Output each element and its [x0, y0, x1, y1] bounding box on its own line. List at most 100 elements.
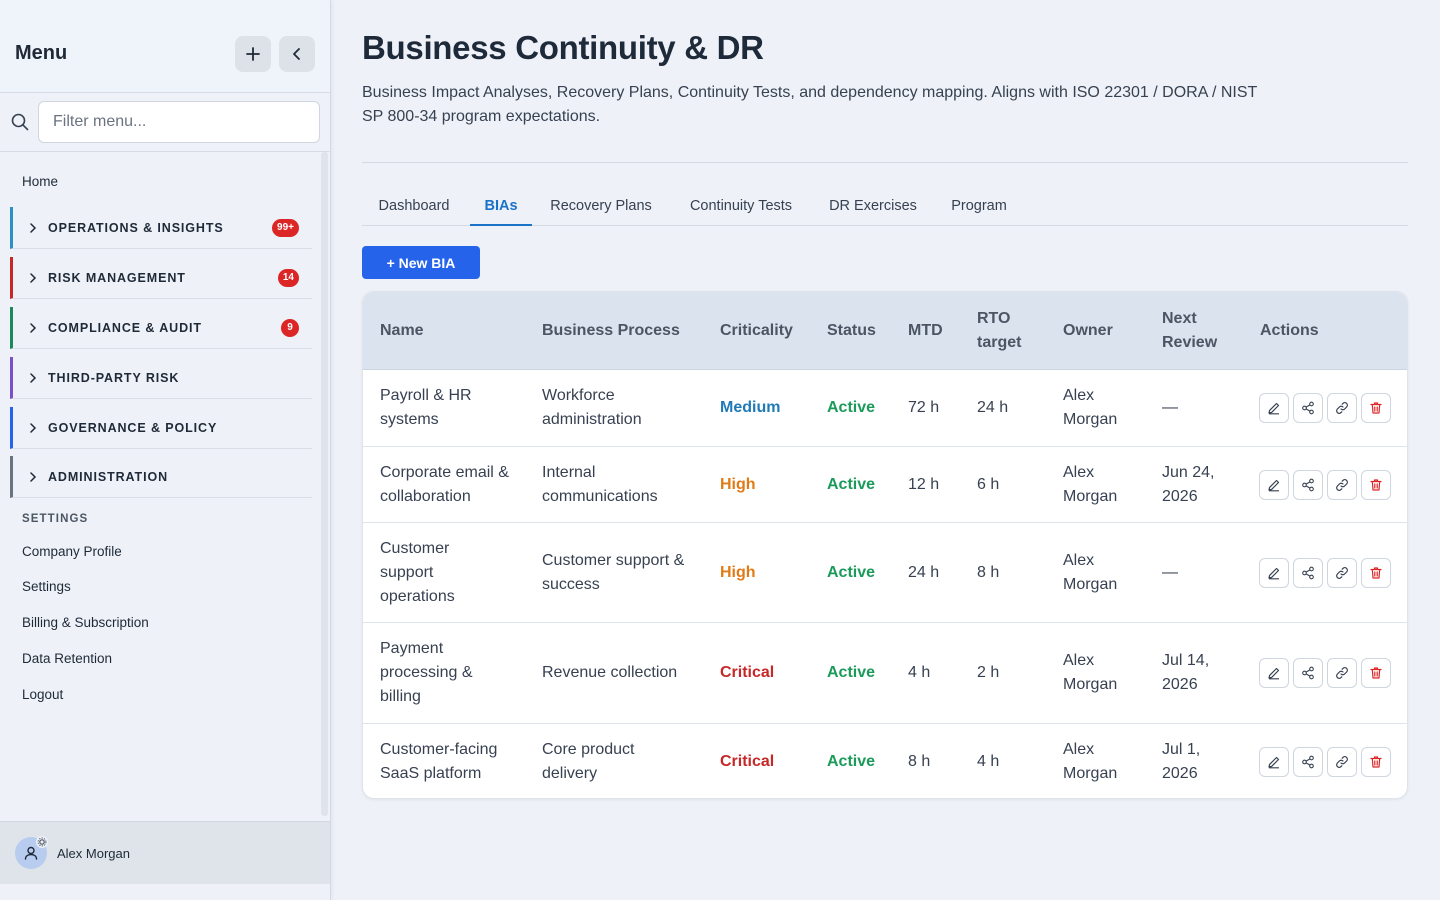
search-icon — [11, 113, 29, 131]
chevron-right-icon — [29, 422, 41, 433]
status-badge: Active — [827, 475, 876, 493]
delete-button[interactable] — [1361, 557, 1391, 588]
tab-dashboard[interactable]: Dashboard — [378, 198, 450, 214]
tab-continuity-tests[interactable]: Continuity Tests — [689, 198, 793, 214]
table-row[interactable]: Customer-facing SaaS platform Core produ… — [363, 724, 1407, 798]
sidebar-item-data-retention[interactable]: Data Retention — [22, 651, 113, 666]
link-button[interactable] — [1327, 393, 1357, 423]
criticality-badge: Critical — [720, 664, 775, 681]
tab-bias[interactable]: BIAs — [470, 190, 532, 226]
cell-next-review: Jul 1, 2026 — [1162, 741, 1201, 782]
edit-icon — [1268, 567, 1280, 579]
cell-rto-target: 4 h — [977, 753, 1000, 770]
sidebar-group-compliance-audit[interactable]: COMPLIANCE & AUDIT 9 — [10, 307, 312, 349]
tab-dr-exercises[interactable]: DR Exercises — [829, 198, 917, 214]
cell-mtd: 72 h — [908, 399, 940, 416]
cell-owner: Alex Morgan — [1063, 551, 1118, 593]
sidebar: Menu Home OPERATIONS & INSIGHTS 99+ RISK… — [0, 0, 331, 900]
column-header-business-process[interactable]: Business Process — [542, 322, 680, 339]
table-row[interactable]: Payment processing & billing Revenue col… — [363, 623, 1407, 724]
cell-next-review: — — [1162, 563, 1178, 581]
table-row[interactable]: Corporate email & collaboration Internal… — [363, 447, 1407, 523]
collapse-sidebar-button[interactable] — [279, 36, 315, 72]
link-button[interactable] — [1327, 658, 1357, 688]
edit-button[interactable] — [1259, 469, 1289, 500]
sidebar-title: Menu — [15, 42, 68, 64]
sidebar-group-administration[interactable]: ADMINISTRATION — [10, 456, 312, 498]
criticality-badge: Medium — [720, 399, 781, 416]
column-header-status[interactable]: Status — [827, 322, 876, 339]
edit-button[interactable] — [1259, 658, 1289, 688]
table-row[interactable]: Customer support operations Customer sup… — [363, 523, 1407, 623]
menu-filter — [0, 93, 330, 152]
sidebar-group-third-party-risk[interactable]: THIRD-PARTY RISK — [10, 357, 312, 399]
cell-rto-target: 2 h — [977, 664, 1000, 681]
tab-program[interactable]: Program — [951, 198, 1007, 214]
count-badge: 14 — [277, 268, 299, 287]
sidebar-group-label: COMPLIANCE & AUDIT — [48, 320, 202, 335]
share-icon — [1302, 666, 1314, 680]
user-profile[interactable]: Alex Morgan — [0, 821, 330, 884]
cell-next-review: Jul 14, 2026 — [1162, 652, 1210, 693]
sidebar-item-home[interactable]: Home — [22, 174, 59, 189]
link-button[interactable] — [1327, 469, 1357, 500]
column-header-name[interactable]: Name — [380, 322, 424, 339]
sidebar-scrollbar[interactable] — [321, 152, 328, 816]
sidebar-group-risk-management[interactable]: RISK MANAGEMENT 14 — [10, 257, 312, 299]
link-button[interactable] — [1327, 557, 1357, 588]
tab-bar: Dashboard BIAs Recovery Plans Continuity… — [362, 190, 1408, 226]
table-header: Name Business Process Criticality Status… — [363, 292, 1407, 370]
tab-recovery-plans[interactable]: Recovery Plans — [550, 198, 652, 214]
delete-button[interactable] — [1361, 393, 1391, 423]
sidebar-item-logout[interactable]: Logout — [22, 687, 64, 702]
share-button[interactable] — [1293, 747, 1323, 777]
cell-business-process: Revenue collection — [542, 664, 678, 681]
divider — [362, 162, 1408, 163]
edit-button[interactable] — [1259, 747, 1289, 777]
delete-button[interactable] — [1361, 658, 1391, 688]
chevron-right-icon — [29, 222, 41, 233]
sidebar-item-company-profile[interactable]: Company Profile — [22, 544, 122, 559]
criticality-badge: High — [720, 563, 756, 581]
sidebar-group-label: ADMINISTRATION — [48, 469, 168, 484]
link-button[interactable] — [1327, 747, 1357, 777]
cell-owner: Alex Morgan — [1063, 463, 1118, 505]
cell-mtd: 4 h — [908, 664, 931, 681]
column-header-owner[interactable]: Owner — [1063, 322, 1113, 339]
count-badge: 99+ — [272, 218, 299, 237]
status-badge: Active — [827, 563, 876, 581]
share-button[interactable] — [1293, 393, 1323, 423]
edit-button[interactable] — [1259, 557, 1289, 588]
share-button[interactable] — [1293, 469, 1323, 500]
sidebar-item-billing[interactable]: Billing & Subscription — [22, 615, 149, 630]
cell-mtd: 12 h — [908, 475, 940, 493]
cell-business-process: Workforce administration — [542, 387, 642, 428]
column-header-criticality[interactable]: Criticality — [720, 322, 793, 339]
row-actions — [1259, 523, 1391, 622]
edit-button[interactable] — [1259, 393, 1289, 423]
sidebar-header: Menu — [0, 0, 330, 93]
chevron-right-icon — [29, 272, 41, 283]
criticality-badge: High — [720, 475, 756, 493]
sidebar-group-governance-policy[interactable]: GOVERNANCE & POLICY — [10, 407, 312, 449]
sidebar-item-settings[interactable]: Settings — [22, 579, 71, 594]
table-row[interactable]: Payroll & HR systems Workforce administr… — [363, 370, 1407, 447]
link-icon — [1336, 402, 1348, 414]
chevron-right-icon — [29, 322, 41, 333]
share-icon — [1302, 478, 1314, 491]
gear-icon — [36, 836, 48, 848]
column-header-mtd[interactable]: MTD — [908, 322, 943, 339]
add-button[interactable] — [235, 36, 271, 72]
menu-filter-input[interactable] — [38, 101, 320, 143]
sidebar-group-operations-insights[interactable]: OPERATIONS & INSIGHTS 99+ — [10, 207, 312, 249]
new-bia-button[interactable]: + New BIA — [362, 246, 480, 279]
share-button[interactable] — [1293, 557, 1323, 588]
column-header-rto-target[interactable]: RTO target — [977, 310, 1022, 351]
cell-business-process: Core product delivery — [542, 741, 635, 782]
delete-button[interactable] — [1361, 747, 1391, 777]
delete-button[interactable] — [1361, 469, 1391, 500]
share-button[interactable] — [1293, 658, 1323, 688]
column-header-next-review[interactable]: Next Review — [1162, 310, 1218, 351]
link-icon — [1336, 667, 1348, 679]
page-title: Business Continuity & DR — [362, 29, 764, 66]
